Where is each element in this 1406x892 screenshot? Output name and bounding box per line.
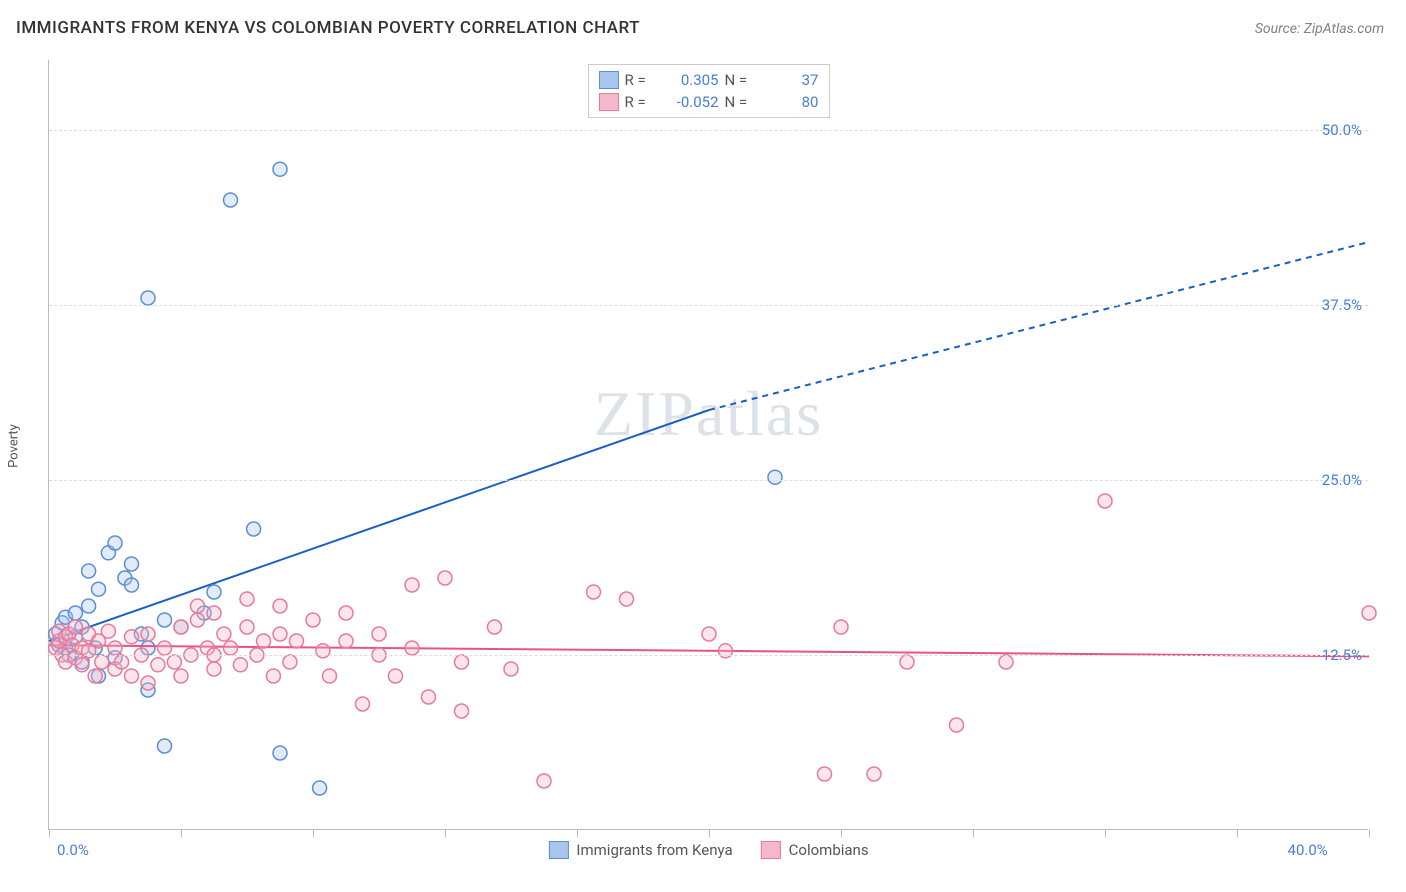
r-value: -0.052 bbox=[659, 93, 719, 111]
y-tick-label: 25.0% bbox=[1322, 471, 1362, 489]
r-label: R = bbox=[625, 71, 653, 89]
legend-stats-row: R = -0.052 N = 80 bbox=[599, 91, 819, 113]
swatch-icon bbox=[599, 93, 619, 111]
x-tick-label: 0.0% bbox=[57, 841, 89, 859]
swatch-icon bbox=[599, 71, 619, 89]
legend-series: Immigrants from Kenya Colombians bbox=[548, 841, 868, 859]
legend-label: Colombians bbox=[789, 841, 869, 859]
legend-label: Immigrants from Kenya bbox=[576, 841, 732, 859]
x-tick-label: 40.0% bbox=[1288, 841, 1328, 859]
header: IMMIGRANTS FROM KENYA VS COLOMBIAN POVER… bbox=[0, 0, 1406, 44]
source-attribution: Source: ZipAtlas.com bbox=[1255, 21, 1384, 37]
y-tick-label: 50.0% bbox=[1322, 121, 1362, 139]
chart-area: R = 0.305 N = 37 R = -0.052 N = 80 ZIPat… bbox=[48, 60, 1368, 830]
legend-stats-row: R = 0.305 N = 37 bbox=[599, 69, 819, 91]
y-tick-label: 12.5% bbox=[1322, 646, 1362, 664]
swatch-icon bbox=[761, 841, 781, 859]
scatter-plot bbox=[49, 60, 1368, 829]
n-label: N = bbox=[725, 71, 753, 89]
swatch-icon bbox=[548, 841, 568, 859]
y-tick-label: 37.5% bbox=[1322, 296, 1362, 314]
r-label: R = bbox=[625, 93, 653, 111]
n-value: 80 bbox=[759, 93, 819, 111]
chart-title: IMMIGRANTS FROM KENYA VS COLOMBIAN POVER… bbox=[16, 18, 640, 38]
y-axis-label: Poverty bbox=[7, 424, 22, 468]
legend-item: Immigrants from Kenya bbox=[548, 841, 732, 859]
r-value: 0.305 bbox=[659, 71, 719, 89]
n-label: N = bbox=[725, 93, 753, 111]
n-value: 37 bbox=[759, 71, 819, 89]
legend-stats: R = 0.305 N = 37 R = -0.052 N = 80 bbox=[588, 64, 830, 118]
legend-item: Colombians bbox=[761, 841, 869, 859]
